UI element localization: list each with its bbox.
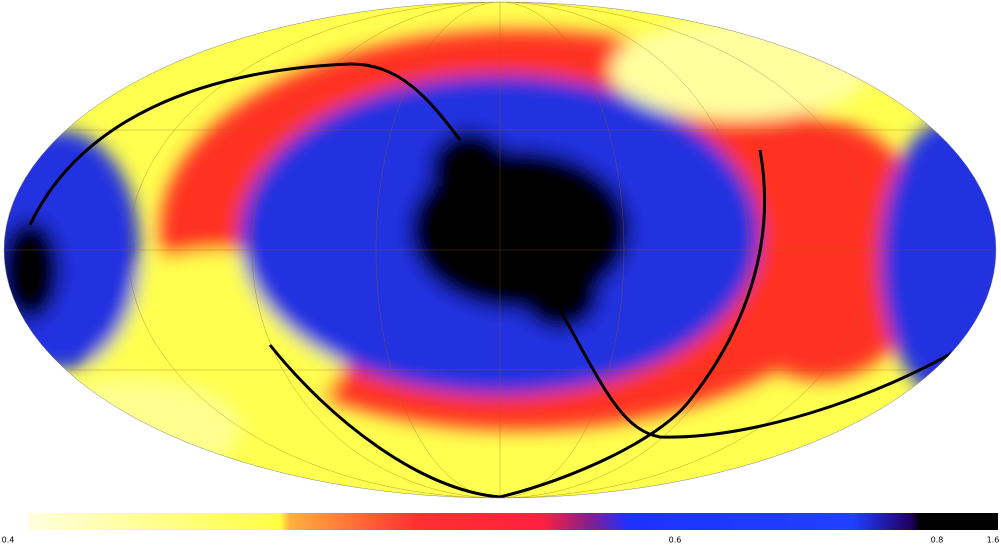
map-outline: [3, 1, 997, 499]
sky-map: [4, 2, 996, 498]
colorbar-tick-label: 1.6: [987, 536, 1000, 545]
colorbar-ticks: 0.4 0.6 0.8 1.6: [2, 536, 1000, 545]
colorbar-tick-label: 0.6: [669, 536, 682, 545]
colorbar: [28, 513, 998, 530]
colorbar-tick-label: 0.8: [931, 536, 944, 545]
colorbar-tick-label: 0.4: [2, 536, 15, 545]
